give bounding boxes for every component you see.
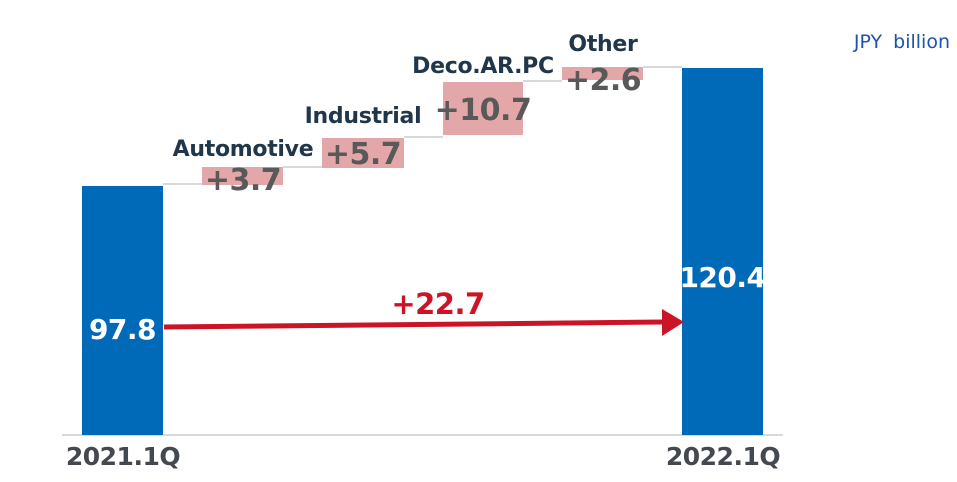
unit-label: JPY billion: [853, 31, 950, 53]
category-label-automotive: Automotive: [172, 137, 314, 162]
category-label-deco-ar-pc: Deco.AR.PC: [412, 54, 554, 79]
connector-line: [163, 183, 202, 185]
x-axis-label-2022-1q: 2022.1Q: [665, 442, 781, 471]
delta-value-industrial: +5.7: [324, 137, 402, 172]
start-bar-value: 97.8: [88, 313, 157, 346]
delta-value-automotive: +3.7: [204, 163, 282, 198]
delta-value-other: +2.6: [564, 63, 642, 98]
connector-line: [523, 80, 562, 82]
start-total-bar: 97.8: [82, 186, 163, 435]
connector-line: [404, 136, 443, 138]
delta-value-deco-ar-pc: +10.7: [434, 93, 532, 128]
delta-bar-other: [562, 67, 643, 80]
x-axis-line: [62, 434, 783, 436]
delta-bar-industrial: [322, 138, 404, 168]
end-total-bar: 120.4: [679, 68, 766, 435]
total-change-value: +22.7: [391, 287, 485, 321]
connector-line: [283, 166, 322, 168]
connector-line: [643, 66, 682, 68]
delta-bar-deco-ar-pc: [443, 82, 523, 135]
category-label-other: Other: [568, 32, 638, 57]
delta-bar-automotive: [202, 167, 283, 185]
category-label-industrial: Industrial: [304, 104, 422, 129]
x-axis-label-2021-1q: 2021.1Q: [65, 442, 181, 471]
end-bar-value: 120.4: [679, 261, 766, 294]
